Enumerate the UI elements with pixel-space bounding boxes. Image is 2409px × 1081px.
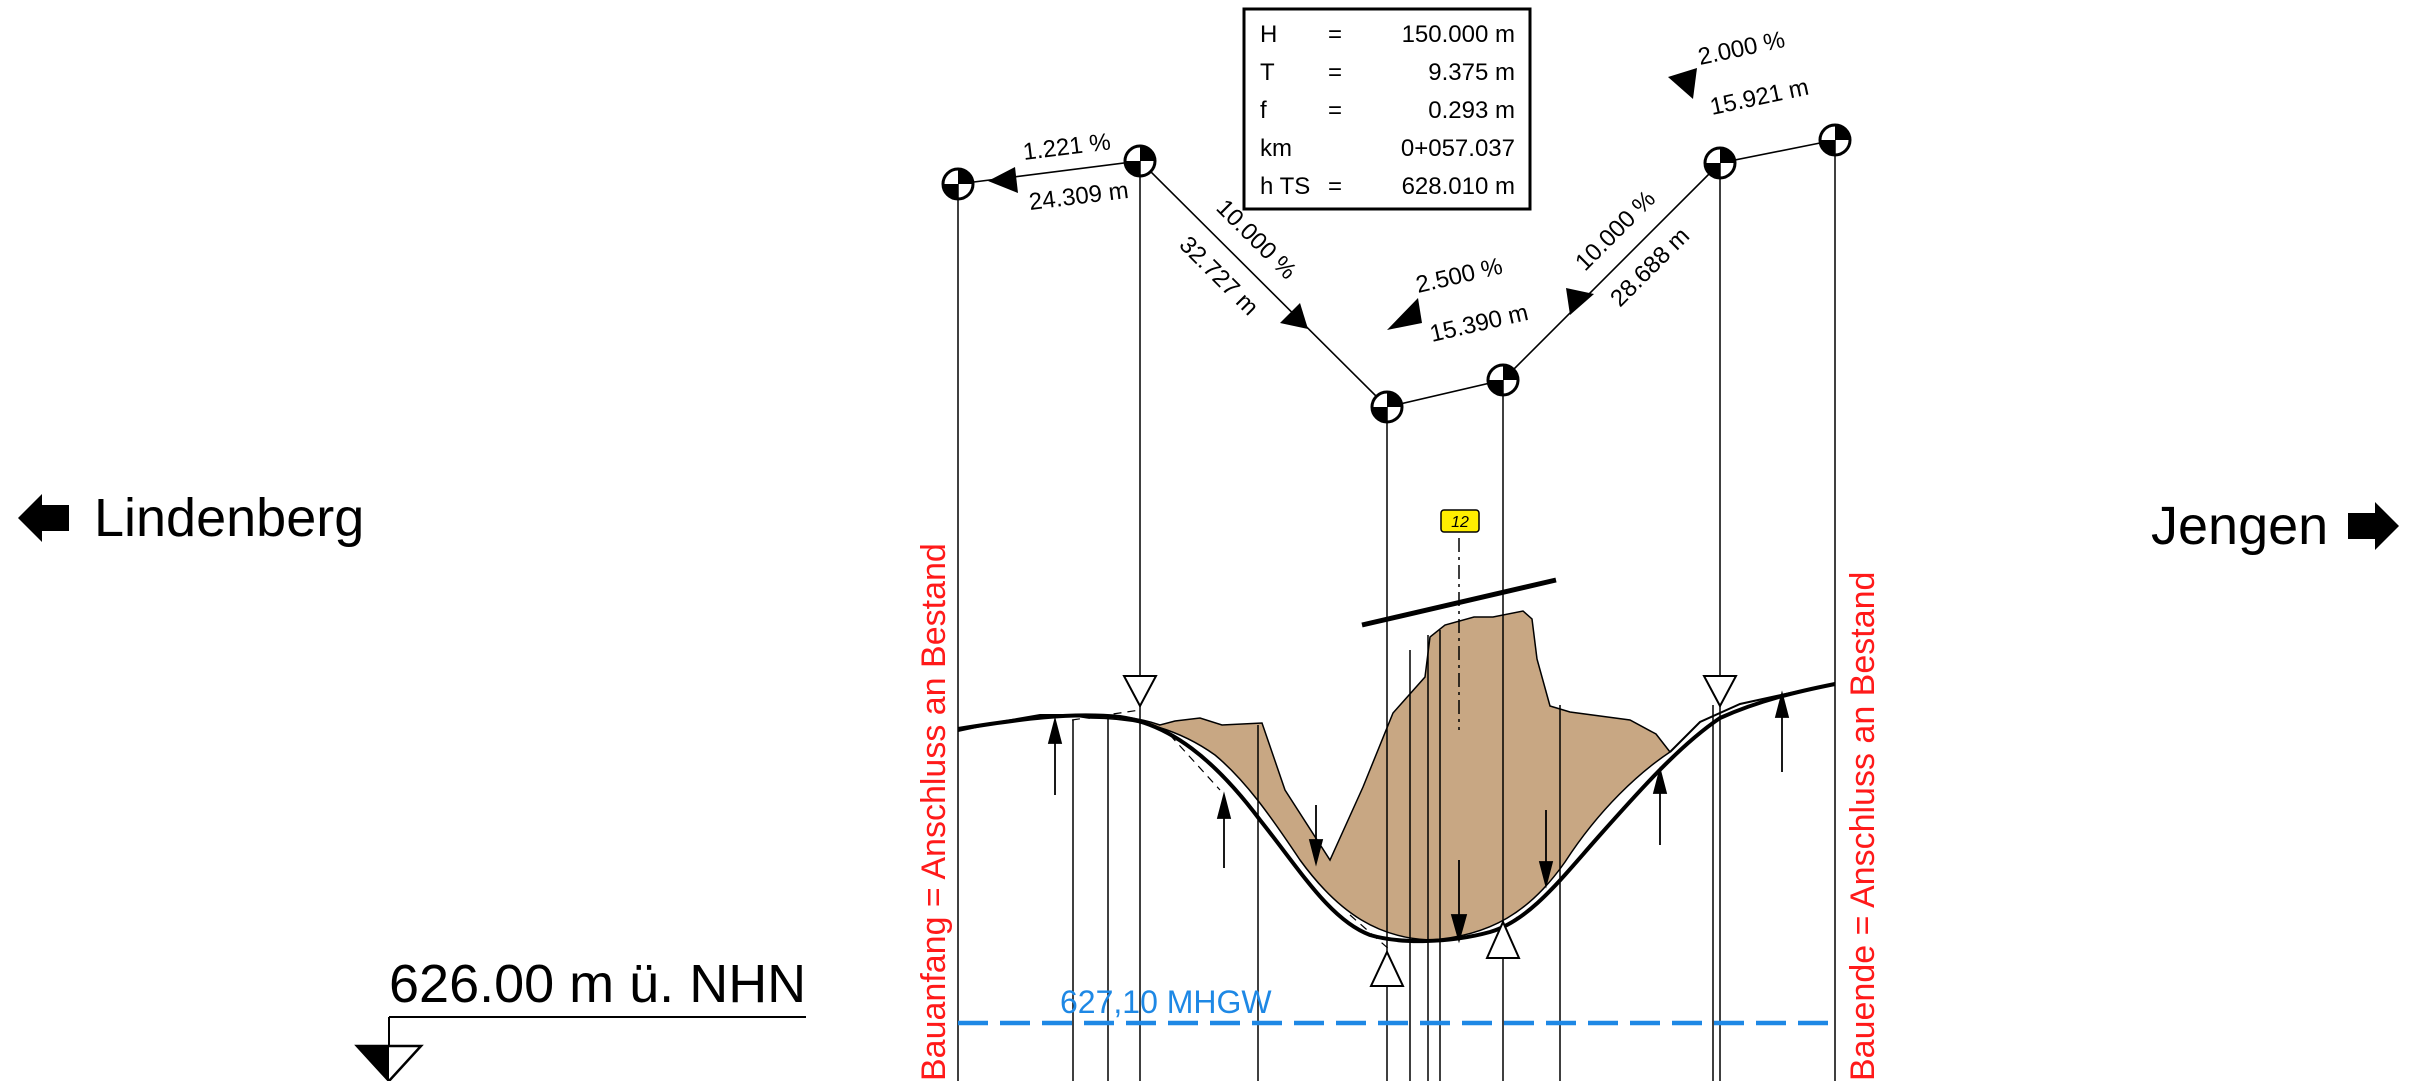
svg-text:=: = (1328, 21, 1342, 48)
structure-marker-number: 12 (1451, 514, 1469, 531)
segment-grade-label: 1.221 % (1021, 128, 1112, 166)
svg-text:0+057.037: 0+057.037 (1401, 135, 1515, 162)
existing-ground-line (1669, 683, 1836, 753)
grade-arrow-icon (1566, 288, 1594, 315)
segment-length-label: 15.921 m (1708, 74, 1812, 121)
grade-arrow-icon (1668, 68, 1697, 99)
terrain-fill (1089, 610, 1672, 941)
construction-start-label: Bauanfang = Anschluss an Bestand (915, 543, 953, 1081)
grade-arrow-icon (1280, 303, 1308, 329)
reference-level-label: 626.00 m ü. NHN (389, 954, 806, 1014)
curve-parameter-box (1242, 7, 1532, 211)
direction-left-label: Lindenberg (94, 488, 364, 548)
arrow-right-icon (2348, 502, 2399, 550)
svg-text:150.000 m: 150.000 m (1402, 21, 1515, 48)
curve-parameter-row: T = 9.375 m (1260, 59, 1515, 86)
segment-grade-label: 2.000 % (1696, 26, 1788, 71)
direction-right-label: Jengen (2151, 496, 2328, 556)
arrow-left-icon (18, 494, 69, 542)
design-gradient-line (957, 139, 1836, 408)
segment-length-label: 15.390 m (1427, 299, 1531, 348)
curve-parameter-row: km 0+057.037 (1260, 135, 1515, 162)
svg-text:628.010 m: 628.010 m (1402, 173, 1515, 200)
svg-text:f: f (1260, 97, 1267, 124)
svg-text:h TS: h TS (1260, 173, 1310, 200)
curve-parameter-row: H = 150.000 m (1260, 21, 1515, 48)
svg-text:=: = (1328, 97, 1342, 124)
svg-text:T: T (1260, 59, 1275, 86)
svg-text:H: H (1260, 21, 1277, 48)
construction-end-label: Bauende = Anschluss an Bestand (1844, 572, 1882, 1081)
svg-text:km: km (1260, 135, 1292, 162)
svg-text:=: = (1328, 59, 1342, 86)
curve-parameter-row: f = 0.293 m (1260, 97, 1515, 124)
pvi-symbol (1703, 146, 1737, 180)
segment-grade-label: 2.500 % (1413, 253, 1505, 299)
station-lines (957, 140, 1836, 1081)
segment-length-label: 24.309 m (1027, 177, 1130, 216)
svg-text:9.375 m: 9.375 m (1428, 59, 1515, 86)
svg-text:0.293 m: 0.293 m (1428, 97, 1515, 124)
grade-arrow-icon (1387, 298, 1422, 330)
svg-text:=: = (1328, 173, 1342, 200)
water-level-label: 627,10 MHGW (1060, 984, 1272, 1020)
grade-arrow-icon (988, 167, 1018, 193)
curve-parameter-row: h TS = 628.010 m (1260, 173, 1515, 200)
elevation-arrow (1047, 690, 1790, 944)
structure-marker-badge (1440, 509, 1480, 533)
level-marker-icon (1122, 675, 1738, 987)
